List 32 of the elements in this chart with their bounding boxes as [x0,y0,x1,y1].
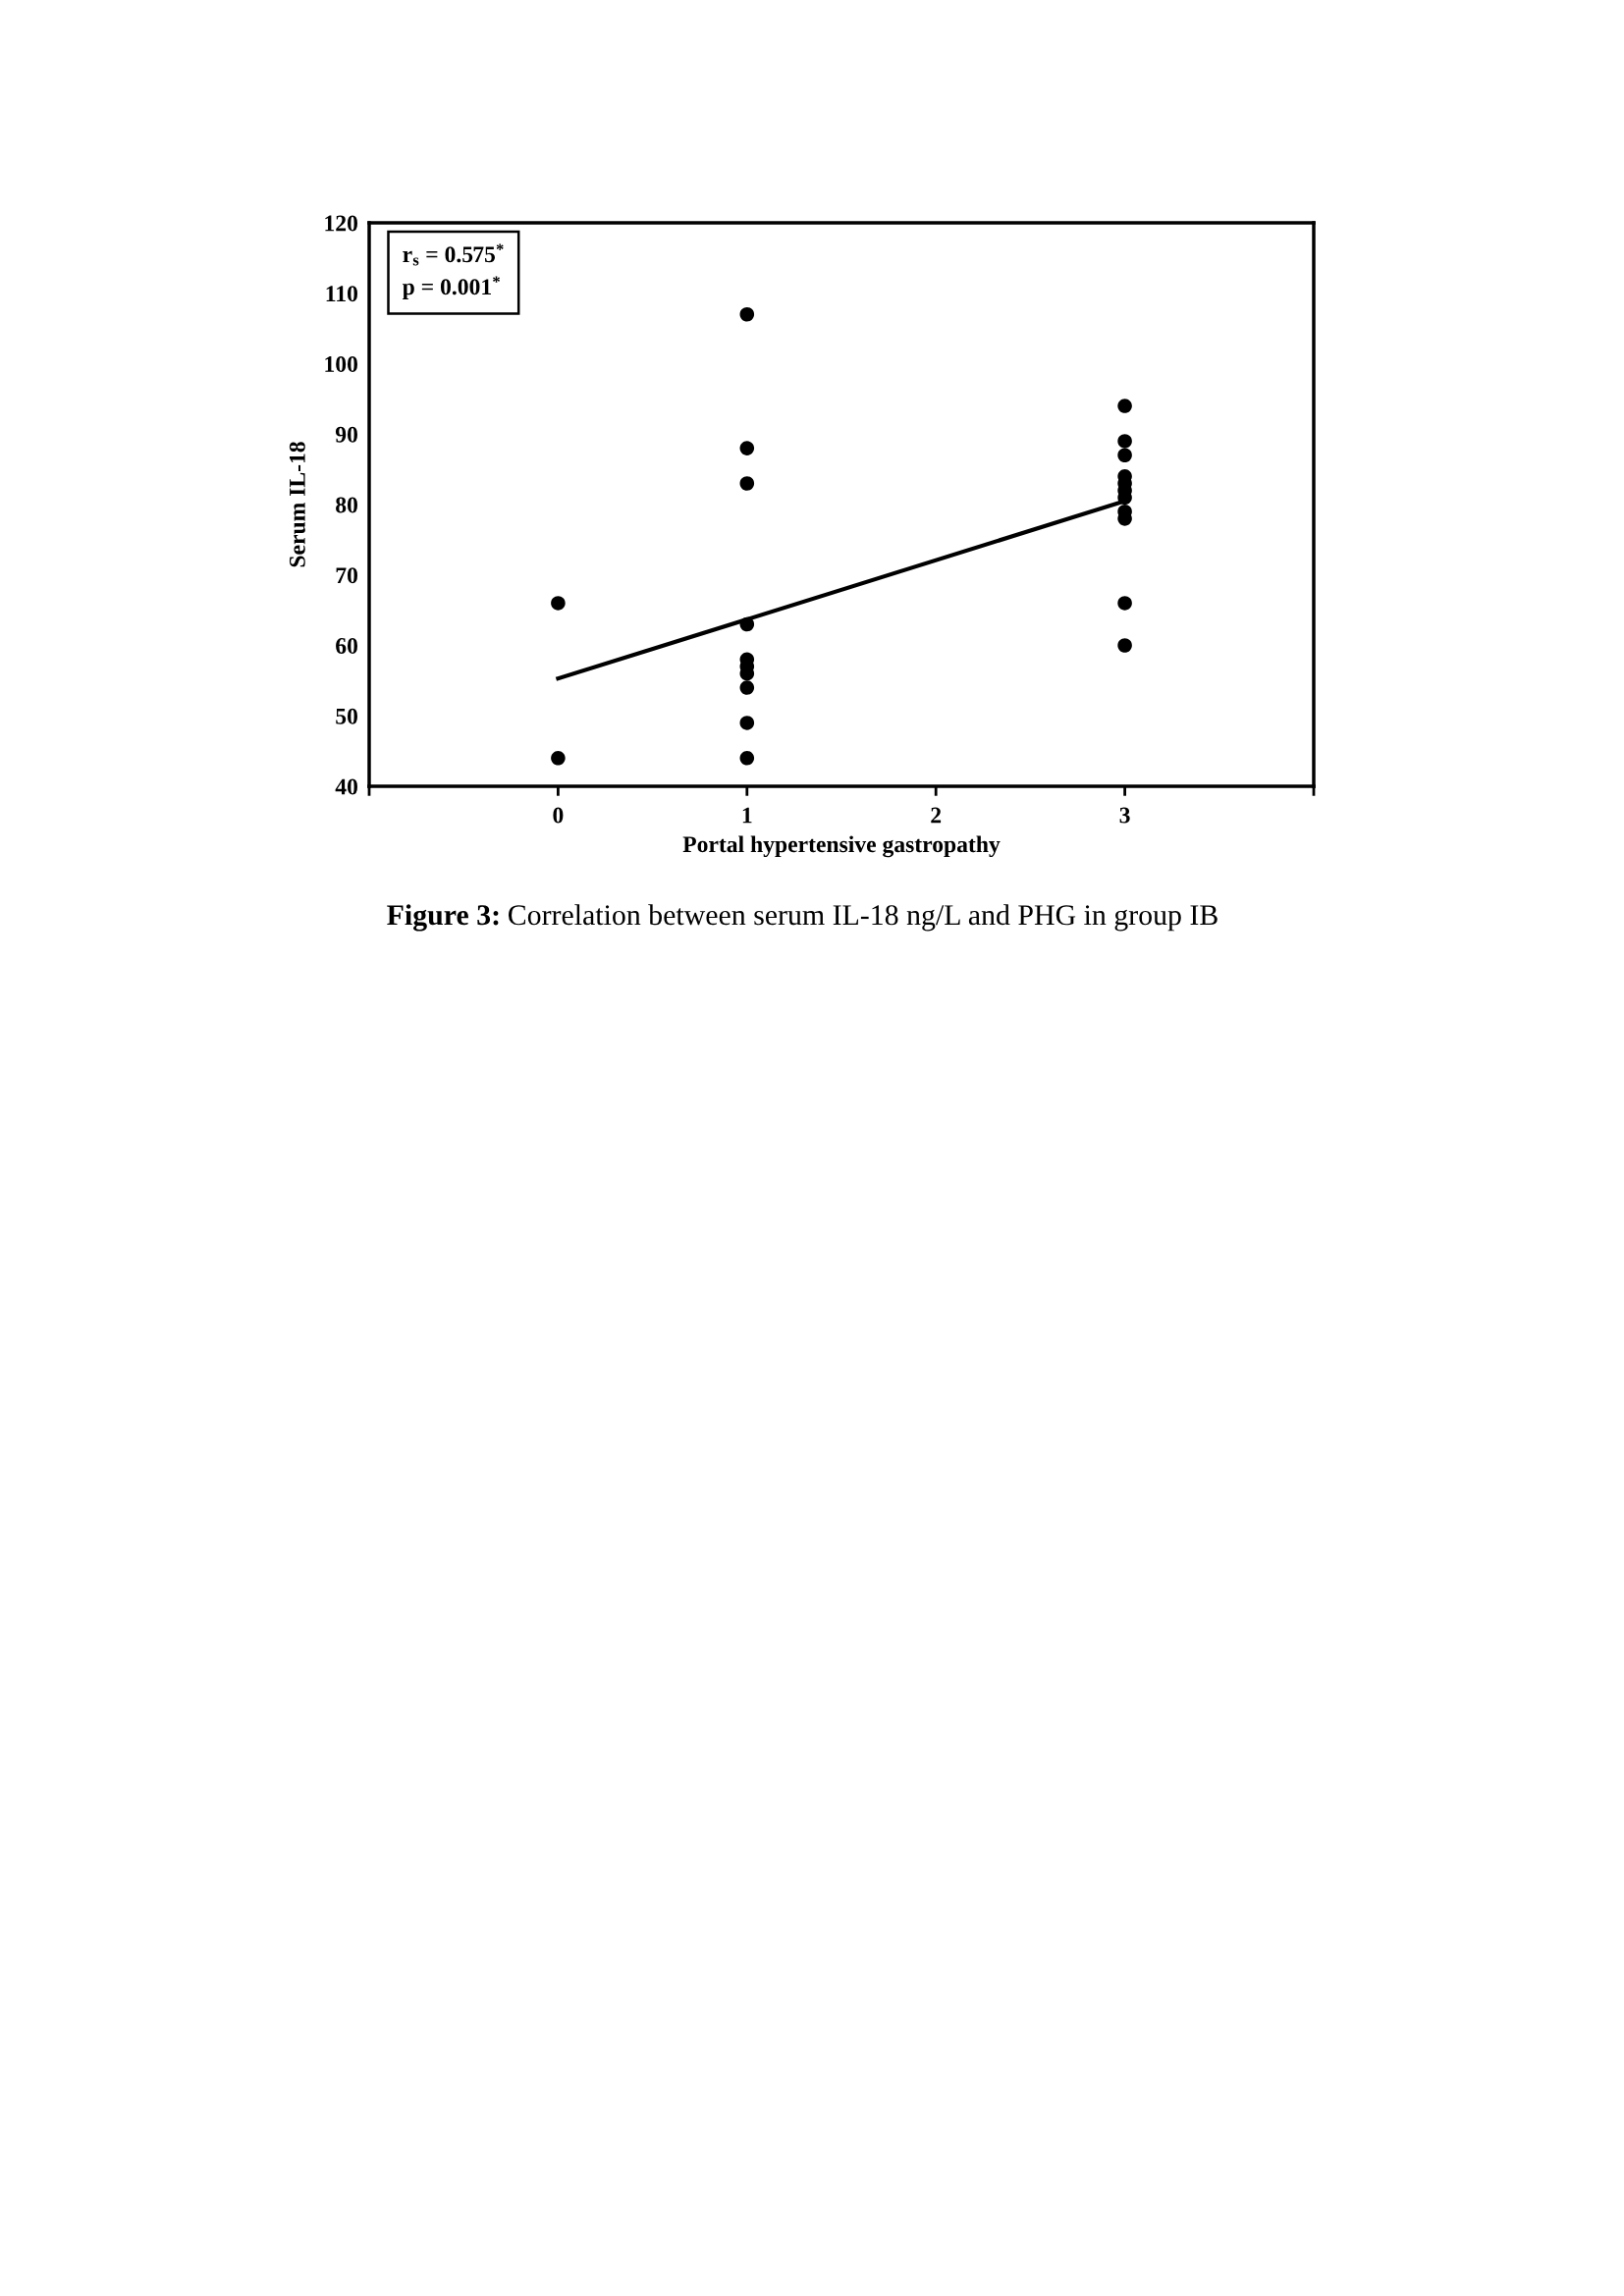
x-tick-label: 1 [742,807,752,824]
y-tick-label: 70 [336,567,357,584]
point [739,306,755,322]
point [1117,399,1132,413]
point [1117,448,1132,463]
point [1117,434,1132,449]
x-axis-title: Portal hypertensive gastropathy [682,835,1001,858]
y-tick-label: 60 [336,637,357,654]
y-tick-label: 50 [336,708,357,724]
x-tick-label: 0 [553,807,564,824]
point [739,441,755,455]
point [551,751,566,766]
y-tick-label: 120 [325,215,357,232]
text: r$_{s}$ = 0.575$^{*}$ p = 0.001$^{*}$ [402,243,504,299]
x-tick-label: 2 [931,807,942,824]
y-tick-label: 110 [326,286,357,302]
y-tick-label: 90 [335,426,357,443]
point [739,680,755,695]
y-tick-label: 40 [335,778,357,795]
caption: Figure 3: [387,904,499,932]
x-tick-label: 3 [1119,807,1130,824]
point [1117,638,1132,653]
text: Correlation between serum IL-18 ng/L and PHG in group IB [509,904,1218,932]
y-tick-label: 80 [336,497,357,513]
point [739,616,755,632]
y-tick-label: 100 [325,355,357,372]
y-axis-title: Serum IL-18 [289,442,305,567]
point [739,476,755,491]
point [1117,596,1132,611]
point [739,751,755,766]
point [551,596,566,611]
point [739,716,755,730]
